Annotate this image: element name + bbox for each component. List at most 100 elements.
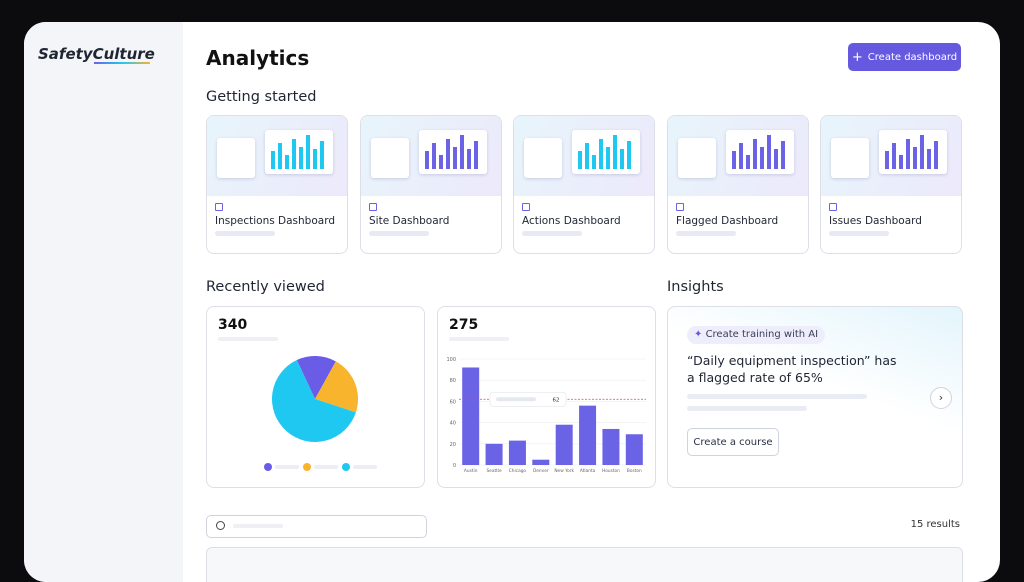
- logo-underline: [94, 62, 150, 64]
- illustration-bar: [774, 149, 778, 169]
- x-tick-label: Denver: [533, 468, 549, 474]
- section-title: Getting started: [206, 89, 317, 105]
- bar: [508, 440, 526, 465]
- illustration-bar: [585, 143, 589, 169]
- illustration-bar: [606, 147, 610, 169]
- illustration-panel: [572, 130, 640, 174]
- illustration-bar: [432, 143, 436, 169]
- illustration-panel: [371, 138, 409, 178]
- illustration-bar: [285, 155, 289, 169]
- illustration-panel: [726, 130, 794, 174]
- logo[interactable]: SafetyCulture: [38, 45, 155, 63]
- x-tick-label: Chicago: [509, 468, 527, 474]
- search-box[interactable]: [206, 515, 427, 538]
- search-icon: [216, 521, 225, 530]
- illustration-panel: [419, 130, 487, 174]
- illustration-panel: [265, 130, 333, 174]
- illustration-bar: [578, 151, 582, 169]
- pie-card[interactable]: 340: [206, 306, 425, 488]
- legend-placeholder: [275, 465, 299, 469]
- illustration-bar: [934, 141, 938, 169]
- placeholder: [496, 397, 536, 402]
- card-total: 340: [218, 317, 248, 333]
- illustration-bar: [753, 139, 757, 169]
- y-tick-label: 80: [450, 378, 456, 384]
- plus-icon: +: [851, 49, 863, 65]
- card-icon: [215, 203, 223, 211]
- card-icon: [369, 203, 377, 211]
- tooltip-value: 62: [553, 397, 560, 403]
- bar: [532, 459, 550, 465]
- dashboard-card[interactable]: Inspections Dashboard: [206, 115, 348, 254]
- chip-label: Create training with AI: [705, 329, 819, 340]
- illustration-bar: [474, 141, 478, 169]
- card-icon: [829, 203, 837, 211]
- illustration-bar: [899, 155, 903, 169]
- placeholder: [215, 231, 275, 236]
- illustration-bar: [627, 141, 631, 169]
- card-icon: [676, 203, 684, 211]
- sidebar: SafetyCulture: [24, 22, 183, 582]
- illustration-bar: [920, 135, 924, 169]
- illustration-bar: [453, 147, 457, 169]
- pie-slice: [272, 360, 356, 442]
- sparkle-icon: ✦: [694, 329, 706, 340]
- x-tick-label: Seattle: [486, 468, 502, 474]
- section-title: Recently viewed: [206, 279, 325, 295]
- x-tick-label: New York: [554, 468, 574, 474]
- illustration-bar: [467, 149, 471, 169]
- illustration-bar: [306, 135, 310, 169]
- illustration-bar: [313, 149, 317, 169]
- illustration-bar: [592, 155, 596, 169]
- bar-chart: 0 20 40 60 80 100 Austin Seattle Chicago Denver Ne…: [446, 357, 646, 474]
- illustration-bar: [746, 155, 750, 169]
- y-tick-label: 20: [450, 442, 456, 448]
- illustration-bar: [781, 141, 785, 169]
- card-illustration: [821, 116, 961, 196]
- card-label: Issues Dashboard: [829, 215, 922, 227]
- illustration-bar: [732, 151, 736, 169]
- pie-chart: [264, 356, 377, 471]
- illustration-bar: [760, 147, 764, 169]
- illustration-bar: [885, 151, 889, 169]
- card-illustration: [361, 116, 501, 196]
- illustration-bar: [906, 139, 910, 169]
- pie-slice: [296, 356, 336, 399]
- legend-placeholder: [353, 465, 377, 469]
- create-dashboard-button[interactable]: + Create dashboard: [848, 43, 961, 71]
- placeholder: [829, 231, 889, 236]
- next-button[interactable]: ›: [930, 387, 952, 409]
- ai-chip[interactable]: ✦ Create training with AI: [687, 326, 826, 344]
- card-total: 275: [449, 317, 479, 333]
- screen: SafetyCulture Analytics + Create dashboar…: [24, 22, 1000, 582]
- bar-card[interactable]: 275 0 20 40 60 80 100 Austin Seattle Chicago Denv…: [437, 306, 656, 488]
- illustration-bar: [271, 151, 275, 169]
- list-row[interactable]: [206, 547, 963, 582]
- dashboard-card[interactable]: Site Dashboard: [360, 115, 502, 254]
- legend-dot: [303, 463, 311, 471]
- illustration-bar: [446, 139, 450, 169]
- illustration-bar: [320, 141, 324, 169]
- illustration-panel: [217, 138, 255, 178]
- bar: [625, 434, 643, 465]
- dashboard-card[interactable]: Actions Dashboard: [513, 115, 655, 254]
- bar: [602, 428, 620, 465]
- insights-card: ✦ Create training with AI “Daily equipme…: [667, 306, 963, 488]
- x-tick-label: Atlanta: [580, 468, 596, 474]
- placeholder: [233, 524, 283, 528]
- card-illustration: [668, 116, 808, 196]
- card-label: Actions Dashboard: [522, 215, 621, 227]
- legend-dot: [342, 463, 350, 471]
- page: SafetyCulture Analytics + Create dashboar…: [24, 22, 1000, 582]
- placeholder: [687, 406, 807, 411]
- dashboard-card[interactable]: Issues Dashboard: [820, 115, 962, 254]
- illustration-bar: [927, 149, 931, 169]
- placeholder: [687, 394, 867, 399]
- create-course-button[interactable]: Create a course: [687, 428, 779, 456]
- placeholder: [218, 337, 278, 341]
- dashboard-card[interactable]: Flagged Dashboard: [667, 115, 809, 254]
- bar: [485, 443, 503, 465]
- pie-slice: [315, 361, 358, 413]
- insight-quote: “Daily equipment inspection” has a flagg…: [687, 353, 897, 385]
- y-tick-label: 60: [450, 399, 456, 405]
